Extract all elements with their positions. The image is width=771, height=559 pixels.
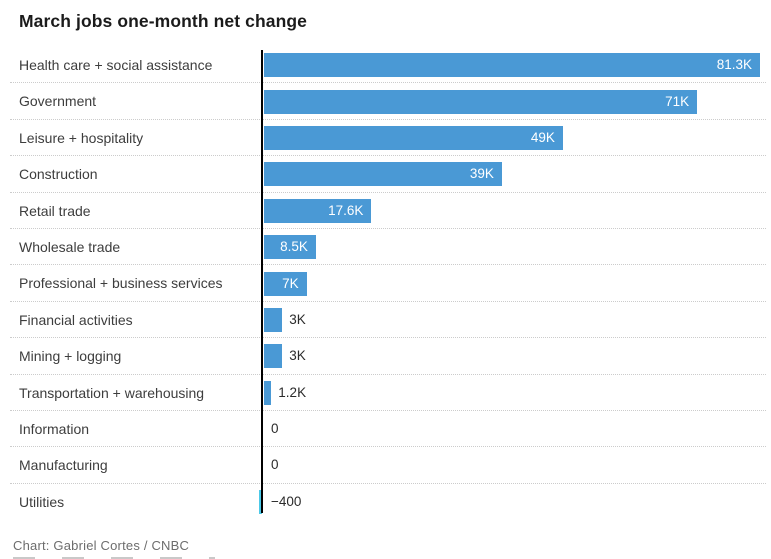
bar-zone: 71K (264, 89, 771, 114)
bar (264, 162, 502, 187)
value-label: 7K (282, 275, 299, 291)
value-label: 49K (530, 129, 555, 145)
category-label: Government (19, 93, 97, 110)
category-label: Professional + business services (19, 275, 223, 292)
value-label: −400 (271, 493, 302, 509)
chart-row: Mining + logging 3K (0, 338, 771, 375)
bar (264, 53, 760, 78)
chart-row: Wholesale trade 8.5K (0, 229, 771, 266)
category-label: Leisure + hospitality (19, 129, 144, 146)
value-label: 39K (469, 166, 494, 182)
bar (264, 125, 563, 150)
chart-row: Professional + business services 7K (0, 265, 771, 303)
bar (264, 235, 316, 260)
chart-row: Financial activities 3K (0, 302, 771, 339)
bar (264, 198, 372, 223)
value-label: 3K (289, 311, 306, 327)
chart-row: Retail trade 17.6K (0, 193, 771, 230)
chart-row: Manufacturing 0 (0, 447, 771, 485)
category-label: Financial activities (19, 311, 133, 328)
bar (264, 307, 283, 332)
category-label: Utilities (19, 493, 65, 510)
chart-row: Leisure + hospitality 49K (0, 120, 771, 157)
value-label: 71K (665, 93, 690, 109)
category-label: Manufacturing (19, 457, 108, 474)
bar-zone: 1.2K (264, 380, 771, 405)
chart-row: Construction 39K (0, 156, 771, 193)
chart-row: Transportation + warehousing 1.2K (0, 375, 771, 412)
value-label: 81.3K (716, 57, 752, 73)
chart-credit: Chart: Gabriel Cortes / CNBC (13, 538, 190, 553)
category-label: Mining + logging (19, 348, 122, 365)
bar-zone: 17.6K (264, 198, 771, 223)
bar-zone: 3K (264, 307, 771, 332)
bar-zone: 8.5K (264, 235, 771, 260)
bar-chart: Health care + social assistance 81.3K Gove… (0, 47, 771, 520)
value-label: 0 (271, 457, 279, 473)
bar-zone: 49K (264, 125, 771, 150)
cropped-footer-dashes (13, 556, 215, 559)
category-label: Information (19, 420, 90, 437)
chart-row: Health care + social assistance 81.3K (0, 47, 771, 84)
chart-row: Information 0 (0, 411, 771, 448)
bar (264, 271, 307, 296)
value-label: 1.2K (278, 384, 307, 400)
bar (264, 380, 272, 405)
value-label: 3K (289, 348, 306, 364)
bar (264, 344, 283, 369)
bar-zone: 3K (264, 344, 771, 369)
category-label: Transportation + warehousing (19, 384, 205, 401)
bar (264, 89, 698, 114)
bar-zone: 7K (264, 271, 771, 296)
category-label: Health care + social assistance (19, 57, 213, 73)
bar-zone: −400 (259, 489, 771, 514)
value-label: 8.5K (280, 239, 308, 255)
bar-zone: 39K (264, 162, 771, 187)
bar-zone: 0 (264, 453, 771, 477)
chart-row: Utilities −400 (0, 484, 771, 520)
value-label: 0 (271, 421, 279, 437)
value-label: 17.6K (328, 202, 364, 218)
axis-line (261, 50, 263, 513)
chart-title: March jobs one-month net change (19, 11, 307, 31)
category-label: Construction (19, 166, 98, 183)
category-label: Retail trade (19, 202, 91, 219)
category-label: Wholesale trade (19, 238, 121, 255)
bar-zone: 0 (264, 417, 771, 441)
negative-bar (259, 489, 262, 514)
bar-zone: 81.3K (264, 53, 771, 78)
chart-row: Government 71K (0, 83, 771, 121)
